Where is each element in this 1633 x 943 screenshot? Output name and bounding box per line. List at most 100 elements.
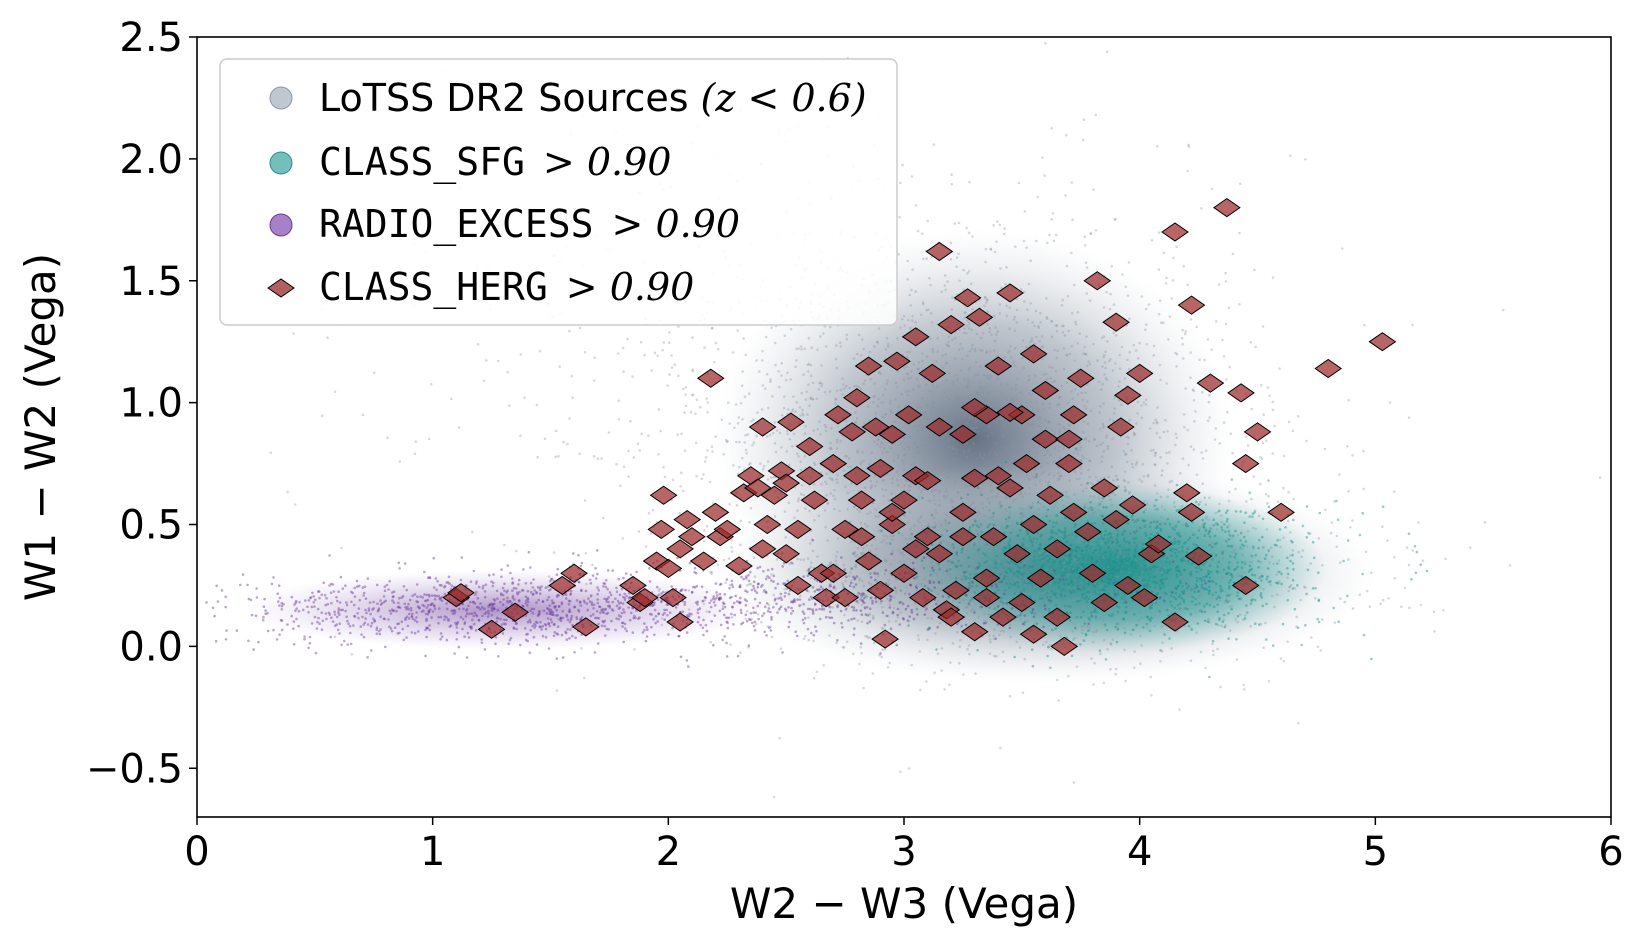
lotss-point — [1197, 610, 1201, 613]
lotss-point — [784, 536, 788, 539]
lotss-point — [1156, 145, 1159, 148]
lotss-point — [711, 326, 714, 330]
lotss-point — [996, 390, 999, 393]
lotss-point — [916, 634, 920, 637]
radio-excess-point — [470, 625, 473, 628]
lotss-point — [947, 340, 950, 344]
lotss-point — [1108, 307, 1112, 311]
lotss-point — [1024, 544, 1027, 548]
lotss-point — [1501, 308, 1505, 312]
lotss-point — [824, 480, 827, 484]
lotss-point — [927, 628, 930, 631]
radio-excess-point — [387, 618, 390, 621]
radio-excess-point — [880, 599, 883, 603]
radio-excess-point — [427, 609, 431, 612]
radio-excess-point — [715, 594, 719, 597]
lotss-point — [1210, 597, 1213, 601]
lotss-point — [777, 608, 781, 612]
radio-excess-point — [320, 593, 324, 597]
lotss-point — [761, 467, 765, 471]
radio-excess-point — [696, 611, 700, 615]
lotss-point — [1030, 422, 1033, 426]
lotss-point — [673, 363, 677, 367]
lotss-point — [1218, 599, 1222, 603]
lotss-point — [1028, 449, 1031, 453]
lotss-point — [730, 546, 733, 549]
lotss-point — [1123, 626, 1126, 630]
radio-excess-point — [397, 561, 401, 565]
radio-excess-point — [722, 602, 726, 606]
lotss-point — [998, 312, 1002, 315]
lotss-point — [849, 571, 852, 574]
lotss-point — [953, 447, 956, 451]
lotss-point — [1084, 407, 1088, 410]
lotss-point — [1230, 536, 1233, 539]
lotss-point — [834, 559, 838, 562]
lotss-point — [1079, 445, 1083, 449]
lotss-point — [968, 416, 972, 420]
lotss-point — [668, 331, 671, 334]
radio-excess-point — [730, 595, 733, 599]
lotss-point — [1077, 610, 1080, 613]
radio-excess-point — [350, 590, 353, 594]
lotss-point — [691, 336, 694, 339]
lotss-point — [1210, 348, 1213, 352]
radio-excess-point — [294, 601, 298, 604]
radio-excess-point — [427, 610, 431, 613]
lotss-point — [880, 441, 883, 444]
radio-excess-point — [432, 556, 436, 560]
lotss-point — [873, 394, 877, 398]
lotss-point — [1203, 496, 1206, 500]
radio-excess-point — [725, 641, 728, 645]
radio-excess-point — [653, 608, 657, 612]
radio-excess-point — [855, 609, 858, 612]
radio-excess-point — [728, 596, 732, 600]
lotss-point — [1055, 324, 1059, 328]
lotss-point — [815, 397, 819, 401]
lotss-point — [984, 260, 987, 264]
lotss-point — [1037, 601, 1040, 605]
lotss-point — [1078, 537, 1081, 541]
lotss-point — [1200, 592, 1203, 596]
radio-excess-point — [388, 625, 391, 629]
lotss-point — [1047, 646, 1050, 649]
lotss-point — [1035, 400, 1038, 404]
lotss-point — [908, 510, 912, 514]
lotss-point — [777, 370, 780, 373]
radio-excess-point — [344, 584, 347, 587]
lotss-point — [1012, 398, 1015, 402]
lotss-point — [1153, 484, 1157, 487]
radio-excess-point — [665, 608, 668, 612]
radio-excess-point — [328, 613, 332, 616]
lotss-point — [1035, 588, 1038, 592]
lotss-point — [966, 272, 969, 275]
radio-excess-point — [558, 618, 562, 621]
lotss-point — [1130, 633, 1133, 636]
lotss-point — [859, 552, 863, 555]
lotss-point — [863, 422, 866, 425]
lotss-point — [1038, 417, 1041, 421]
radio-excess-point — [486, 615, 490, 618]
lotss-point — [666, 384, 669, 387]
lotss-point — [907, 389, 911, 393]
lotss-point — [562, 440, 565, 444]
radio-excess-point — [755, 591, 759, 595]
radio-excess-point — [477, 585, 481, 589]
lotss-point — [1073, 558, 1077, 561]
radio-excess-point — [333, 610, 336, 613]
lotss-point — [1034, 239, 1038, 243]
lotss-point — [1057, 432, 1060, 436]
lotss-point — [975, 554, 978, 558]
lotss-point — [983, 304, 986, 308]
lotss-point — [1259, 384, 1263, 387]
lotss-point — [867, 419, 870, 423]
radio-excess-point — [725, 620, 729, 624]
lotss-point — [968, 448, 971, 451]
lotss-point — [1126, 294, 1130, 297]
lotss-point — [1114, 217, 1117, 221]
lotss-point — [934, 524, 938, 527]
lotss-point — [958, 575, 962, 578]
lotss-point — [1238, 182, 1242, 185]
lotss-point — [1219, 550, 1222, 553]
lotss-point — [988, 327, 991, 330]
